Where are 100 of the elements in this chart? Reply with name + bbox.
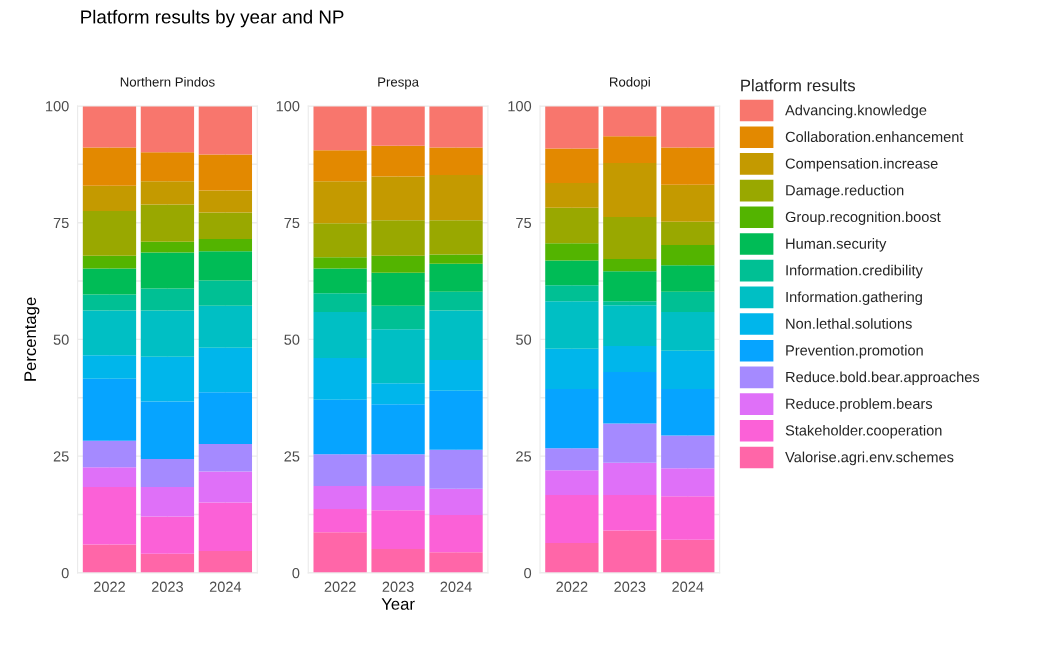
bar [429, 147, 483, 176]
legend-label: Human.security [786, 238, 887, 252]
bar [313, 257, 367, 269]
bar [371, 383, 425, 405]
bar [198, 212, 253, 240]
bar [371, 145, 425, 177]
bar [82, 310, 137, 356]
bar [545, 301, 599, 349]
bar [313, 268, 367, 294]
bar [545, 183, 599, 208]
bar [198, 502, 253, 551]
bar [661, 105, 715, 148]
bar [82, 544, 137, 573]
bar [371, 329, 425, 384]
legend-label: Group.recognition.boost [785, 211, 941, 225]
bar [313, 150, 367, 182]
bar [198, 471, 253, 503]
bar [545, 470, 599, 495]
bar [140, 252, 195, 289]
chart-subtitle: Prespa [378, 77, 419, 90]
bar [198, 154, 253, 191]
bar [429, 310, 483, 360]
bar [603, 494, 657, 531]
bar [429, 449, 483, 489]
bar [371, 105, 425, 146]
y-tick-label: 75 [516, 217, 532, 229]
y-tick-label: 100 [276, 101, 300, 112]
bar [661, 496, 715, 540]
bar [82, 355, 137, 379]
bar [140, 204, 195, 242]
x-tick-label: 2024 [209, 581, 242, 592]
y-tick-label: 50 [284, 334, 300, 345]
y-tick-label: 100 [508, 101, 532, 112]
x-tick-label: 2022 [556, 581, 588, 592]
bar [82, 294, 137, 311]
y-tick-label: 75 [53, 217, 69, 229]
bar [545, 285, 599, 302]
y-tick-label: 25 [53, 451, 69, 462]
legend-label: Stakeholder.cooperation [785, 424, 942, 439]
bar [198, 190, 253, 213]
legend-label: Non.lethal.solutions [786, 318, 912, 329]
bar [603, 162, 657, 218]
legend-label: Information.gathering [786, 291, 922, 306]
bar [82, 268, 137, 295]
bar [140, 288, 195, 311]
bar [603, 259, 657, 272]
bar [140, 401, 195, 459]
bar [371, 255, 425, 273]
bar [371, 272, 425, 306]
legend-title: Platform results [741, 79, 856, 92]
bar [82, 255, 137, 269]
legend-label: Advancing.knowledge [785, 104, 927, 119]
bar [313, 105, 367, 151]
bar [429, 390, 483, 450]
bar [313, 486, 367, 509]
bar [82, 440, 137, 468]
bar [603, 136, 657, 163]
bar [429, 291, 483, 311]
bar [371, 510, 425, 550]
bar [371, 176, 425, 221]
y-tick-label: 25 [284, 451, 300, 462]
bar [82, 486, 137, 545]
legend-label: Damage.reduction [786, 184, 904, 199]
bar [603, 462, 657, 495]
x-tick-label: 2022 [324, 581, 356, 592]
y-tick-label: 25 [516, 451, 532, 462]
x-tick-label: 2024 [440, 581, 472, 592]
y-tick-label: 0 [524, 568, 532, 579]
y-tick-label: 0 [292, 568, 300, 579]
bar [545, 243, 599, 261]
legend-label: Prevention.promotion [786, 344, 923, 359]
bar [140, 356, 195, 402]
bar [371, 404, 425, 455]
bar [313, 293, 367, 312]
bar [371, 549, 425, 573]
bar [198, 105, 253, 155]
legend-label: Reduce.bold.bear.approaches [786, 371, 980, 386]
bar [545, 348, 599, 389]
bar [82, 147, 137, 186]
bar [603, 423, 657, 463]
y-tick-label: 100 [46, 101, 69, 112]
bar [313, 508, 367, 533]
bar [603, 305, 657, 346]
bar [603, 105, 657, 137]
x-tick-label: 2023 [151, 581, 183, 592]
legend-label: Information.credibility [786, 264, 923, 279]
bar [603, 530, 657, 573]
bar [371, 454, 425, 487]
bar [429, 515, 483, 553]
chart-title: Platform results by year and NP [81, 9, 344, 28]
legend-label: Valorise.agri.env.schemes [785, 451, 954, 466]
bar [198, 444, 253, 472]
bar [198, 305, 253, 348]
bar [313, 399, 367, 455]
bar [198, 239, 253, 252]
bar [661, 539, 715, 573]
bar [661, 245, 715, 266]
bar [603, 217, 657, 260]
bar [661, 435, 715, 469]
bar [429, 263, 483, 292]
